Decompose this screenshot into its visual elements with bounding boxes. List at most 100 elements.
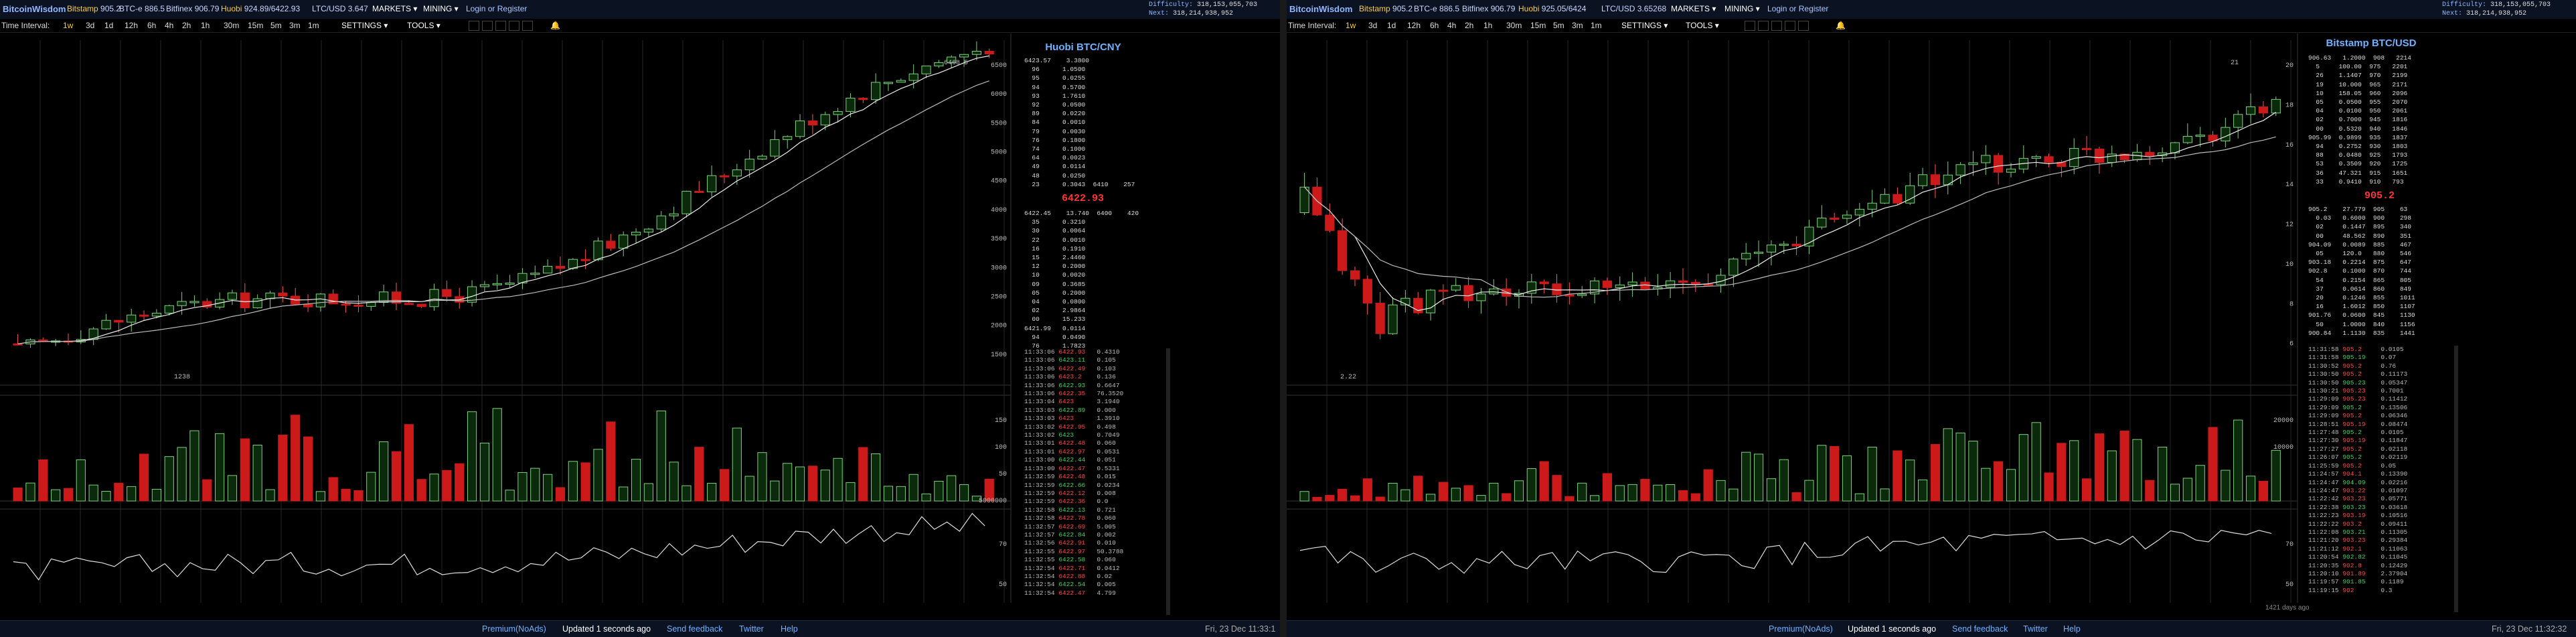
- login-link[interactable]: Login: [466, 4, 486, 13]
- candle: [2145, 146, 2155, 165]
- trade-row: 11:32:55 6422.97 50.3788: [1024, 547, 1124, 555]
- trades-scrollbar[interactable]: [1166, 348, 1170, 615]
- volume-bar: [2031, 422, 2041, 502]
- feedback-link[interactable]: Send feedback: [667, 624, 723, 634]
- candle: [1994, 153, 2004, 185]
- interval-2h[interactable]: 2h: [1465, 21, 1474, 30]
- alarm-bell-icon[interactable]: 🔔: [1836, 21, 1846, 30]
- login-register[interactable]: Login or Register: [1767, 4, 1829, 13]
- interval-1m[interactable]: 1m: [308, 21, 319, 30]
- interval-3m[interactable]: 3m: [1572, 21, 1583, 30]
- market-btce[interactable]: BTC-e 886.5: [1414, 4, 1460, 13]
- mining-menu[interactable]: MINING ▾: [423, 4, 459, 13]
- volume-bar: [202, 479, 212, 502]
- trades-scrollbar[interactable]: [2454, 346, 2458, 612]
- login-register[interactable]: Login or Register: [466, 4, 528, 13]
- volume-bar: [215, 433, 225, 502]
- mid-price: 905.2: [2364, 190, 2395, 202]
- volume-bar: [1854, 493, 1864, 502]
- market-bitfinex[interactable]: Bitfinex 906.79: [166, 4, 220, 13]
- candle: [947, 55, 957, 68]
- interval-2h[interactable]: 2h: [182, 21, 191, 30]
- interval-6h[interactable]: 6h: [147, 21, 157, 30]
- trade-row: 11:32:54 6422.54 0.005: [1024, 581, 1116, 589]
- brush-tool-icon[interactable]: [1798, 21, 1809, 31]
- markets-menu[interactable]: MARKETS ▾: [1671, 4, 1716, 13]
- price-chart[interactable]: 2018161412108620000100007050NovDec2012Fe…: [1287, 0, 2304, 603]
- market-bitstamp[interactable]: Bitstamp 905.2: [1359, 4, 1413, 13]
- interval-12h[interactable]: 12h: [125, 21, 139, 30]
- ray-tool-icon[interactable]: [1771, 21, 1782, 31]
- candle: [366, 301, 376, 311]
- mining-menu[interactable]: MINING ▾: [1724, 4, 1760, 13]
- interval-3m[interactable]: 3m: [289, 21, 301, 30]
- interval-3d[interactable]: 3d: [86, 21, 95, 30]
- alarm-bell-icon[interactable]: 🔔: [550, 21, 560, 30]
- interval-1d[interactable]: 1d: [104, 21, 114, 30]
- interval-12h[interactable]: 12h: [1407, 21, 1421, 30]
- brand-logo[interactable]: BitcoinWisdom: [1289, 4, 1353, 14]
- fib-tool-icon[interactable]: [509, 21, 519, 31]
- settings-menu[interactable]: SETTINGS ▾: [1621, 21, 1668, 30]
- twitter-link[interactable]: Twitter: [739, 624, 764, 634]
- market-ltcusd[interactable]: LTC/USD 3.647: [312, 4, 368, 13]
- candle: [1842, 210, 1852, 224]
- market-huobi[interactable]: Huobi 925.05/6424: [1518, 4, 1587, 13]
- interval-15m[interactable]: 15m: [248, 21, 264, 30]
- interval-5m[interactable]: 5m: [270, 21, 282, 30]
- market-bitstamp[interactable]: Bitstamp 905.2: [67, 4, 121, 13]
- login-link[interactable]: Login: [1767, 4, 1787, 13]
- volume-bar: [88, 484, 98, 502]
- register-link[interactable]: Register: [1798, 4, 1829, 13]
- feedback-link[interactable]: Send feedback: [1952, 624, 2008, 634]
- market-ltcusd[interactable]: LTC/USD 3.65268: [1601, 4, 1667, 13]
- volume-bar: [631, 459, 641, 502]
- trade-row: 11:32:57 6422.69 5.005: [1024, 522, 1116, 530]
- market-huobi[interactable]: Huobi 924.89/6422.93: [221, 4, 301, 13]
- premium-link[interactable]: Premium(NoAds): [1769, 624, 1833, 634]
- market-btce[interactable]: BTC-e 886.5: [119, 4, 165, 13]
- chart-grid: [0, 33, 1012, 603]
- interval-30m[interactable]: 30m: [1506, 21, 1522, 30]
- interval-15m[interactable]: 15m: [1530, 21, 1546, 30]
- line-tool-icon[interactable]: [1758, 21, 1769, 31]
- candle: [1463, 277, 1473, 308]
- interval-4h[interactable]: 4h: [165, 21, 174, 30]
- candle: [2221, 117, 2231, 148]
- ray-tool-icon[interactable]: [495, 21, 506, 31]
- crosshair-tool-icon[interactable]: [469, 21, 479, 31]
- markets-menu[interactable]: MARKETS ▾: [372, 4, 418, 13]
- volume-bar: [744, 476, 754, 502]
- help-link[interactable]: Help: [781, 624, 798, 634]
- brand-logo[interactable]: BitcoinWisdom: [3, 4, 66, 14]
- crosshair-tool-icon[interactable]: [1745, 21, 1755, 31]
- tools-menu[interactable]: TOOLS ▾: [407, 21, 440, 30]
- interval-1h[interactable]: 1h: [1483, 21, 1493, 30]
- tools-menu[interactable]: TOOLS ▾: [1686, 21, 1719, 30]
- interval-5m[interactable]: 5m: [1553, 21, 1564, 30]
- settings-menu[interactable]: SETTINGS ▾: [341, 21, 388, 30]
- volume-axis-label: 150: [995, 417, 1007, 425]
- line-tool-icon[interactable]: [482, 21, 493, 31]
- interval-1w[interactable]: 1w: [1346, 21, 1356, 30]
- help-link[interactable]: Help: [2063, 624, 2081, 634]
- interval-4h[interactable]: 4h: [1447, 21, 1457, 30]
- interval-1m[interactable]: 1m: [1591, 21, 1602, 30]
- register-link[interactable]: Register: [497, 4, 528, 13]
- fib-tool-icon[interactable]: [1785, 21, 1795, 31]
- twitter-link[interactable]: Twitter: [2023, 624, 2048, 634]
- price-chart[interactable]: 6500 6000 5500 5000 4500 4000 3500 3000 2500 2000…: [0, 0, 1018, 603]
- premium-link[interactable]: Premium(NoAds): [482, 624, 546, 634]
- volume-bar: [379, 441, 389, 502]
- interval-30m[interactable]: 30m: [224, 21, 240, 30]
- trade-row: 11:30:50 905.2 0.11173: [2308, 370, 2408, 378]
- interval-1w[interactable]: 1w: [63, 21, 74, 30]
- brush-tool-icon[interactable]: [522, 21, 533, 31]
- market-bitfinex[interactable]: Bitfinex 906.79: [1462, 4, 1516, 13]
- volume-bar: [1325, 494, 1335, 502]
- candle: [227, 289, 238, 305]
- interval-6h[interactable]: 6h: [1430, 21, 1439, 30]
- interval-1d[interactable]: 1d: [1387, 21, 1396, 30]
- interval-3d[interactable]: 3d: [1368, 21, 1378, 30]
- interval-1h[interactable]: 1h: [201, 21, 210, 30]
